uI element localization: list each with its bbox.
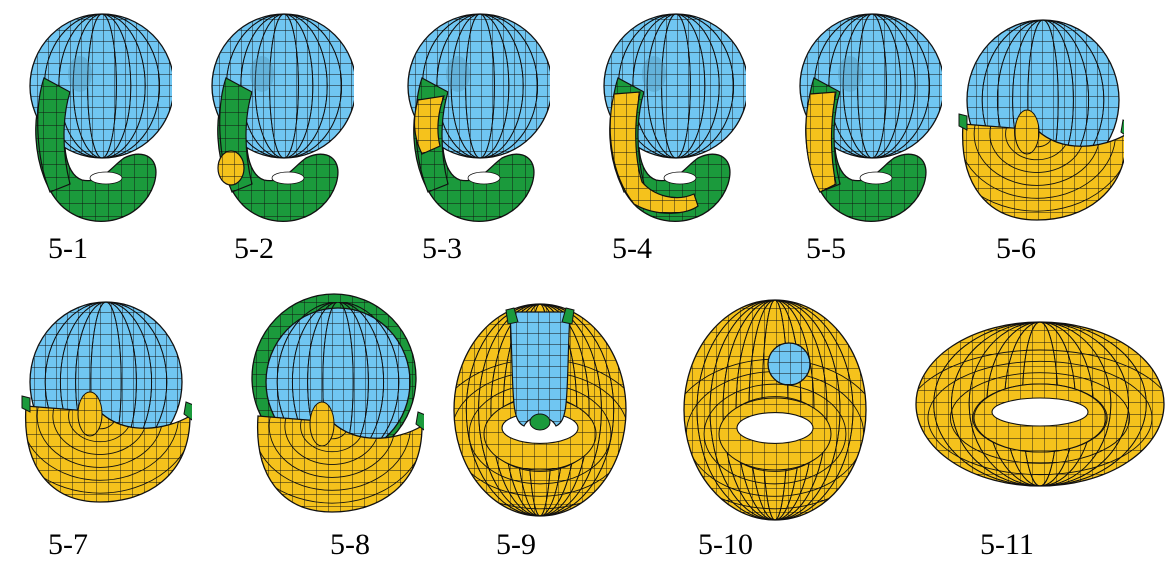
figure-5-7 [21, 301, 192, 503]
figure-5-3 [407, 13, 550, 222]
figure-5-6 [958, 19, 1124, 221]
figure-5-1 [29, 13, 172, 222]
figure-5-10 [683, 299, 867, 521]
figure-5-4 [603, 13, 746, 222]
caption-5-11: 5-11 [980, 528, 1034, 561]
caption-5-1: 5-1 [48, 232, 88, 265]
figure-5-11 [915, 321, 1165, 487]
caption-5-10: 5-10 [698, 528, 753, 561]
figure-5-5 [799, 13, 942, 222]
caption-5-7: 5-7 [48, 528, 88, 561]
figure-5-2 [211, 13, 354, 222]
caption-5-8: 5-8 [330, 528, 370, 561]
caption-5-3: 5-3 [422, 232, 462, 265]
caption-5-9: 5-9 [496, 528, 536, 561]
figure-5-9 [453, 303, 627, 517]
caption-5-6: 5-6 [996, 232, 1036, 265]
figure-5-8 [251, 293, 424, 513]
caption-5-4: 5-4 [612, 232, 652, 265]
caption-5-5: 5-5 [806, 232, 846, 265]
caption-5-2: 5-2 [234, 232, 274, 265]
